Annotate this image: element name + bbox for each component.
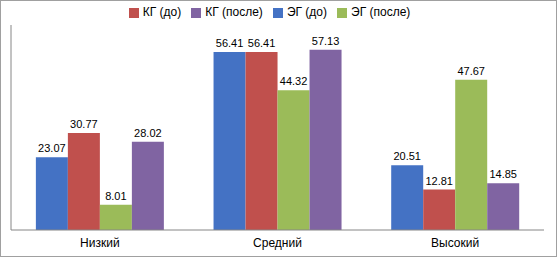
html-text:ЭГ (до): ЭГ (до) bbox=[286, 5, 327, 19]
svg-text:8.01: 8.01 bbox=[105, 190, 126, 202]
svg-text:57.13: 57.13 bbox=[312, 35, 340, 47]
svg-text:14.85: 14.85 bbox=[489, 168, 517, 180]
svg-text:56.41: 56.41 bbox=[248, 37, 276, 49]
svg-text:28.02: 28.02 bbox=[134, 127, 162, 139]
svg-text:Высокий: Высокий bbox=[431, 236, 479, 250]
html-text:ЭГ (после): ЭГ (после) bbox=[351, 5, 411, 19]
svg-text:56.41: 56.41 bbox=[216, 37, 244, 49]
html-text:КГ (до): КГ (до) bbox=[142, 5, 182, 19]
svg-text:20.51: 20.51 bbox=[393, 150, 421, 162]
svg-text:Средний: Средний bbox=[253, 236, 302, 250]
html-text:КГ (после): КГ (после) bbox=[205, 5, 263, 19]
svg-text:30.77: 30.77 bbox=[70, 118, 98, 130]
svg-text:44.32: 44.32 bbox=[280, 75, 308, 87]
svg-text:23.07: 23.07 bbox=[38, 142, 66, 154]
svg-text:12.81: 12.81 bbox=[425, 175, 453, 187]
svg-text:47.67: 47.67 bbox=[457, 65, 485, 77]
svg-text:Низкий: Низкий bbox=[80, 236, 120, 250]
